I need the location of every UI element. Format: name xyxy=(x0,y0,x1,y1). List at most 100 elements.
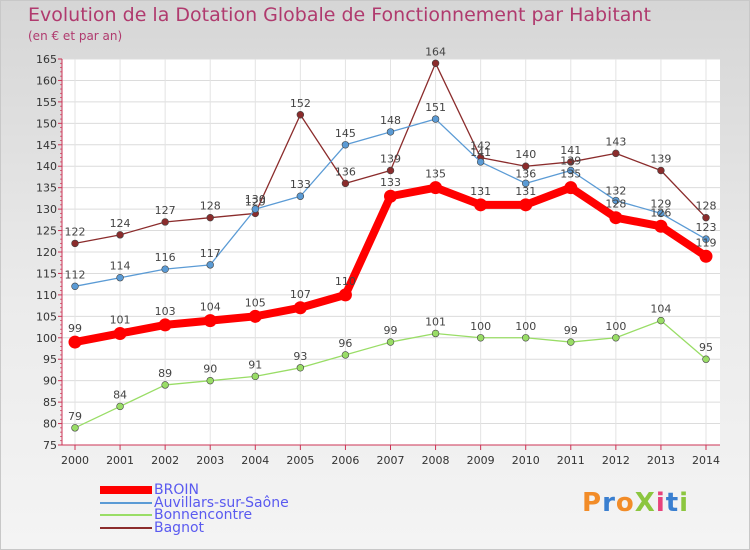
data-point xyxy=(612,334,620,342)
y-tick-label: 125 xyxy=(36,225,57,238)
y-tick-label: 150 xyxy=(36,117,57,130)
data-point xyxy=(612,149,620,158)
y-tick-label: 135 xyxy=(36,182,57,195)
data-point xyxy=(567,158,575,166)
x-tick-label: 2000 xyxy=(61,454,89,467)
data-label: 132 xyxy=(605,185,626,198)
data-label: 79 xyxy=(68,410,82,423)
data-label: 116 xyxy=(155,251,176,264)
x-tick-label: 2004 xyxy=(241,454,269,467)
data-point xyxy=(206,213,214,222)
data-label: 100 xyxy=(605,320,626,333)
data-point xyxy=(522,162,530,170)
data-point xyxy=(68,335,82,349)
data-point xyxy=(609,211,623,225)
data-point xyxy=(612,196,620,205)
data-point xyxy=(702,213,710,222)
data-point xyxy=(116,274,124,282)
data-label: 95 xyxy=(699,341,713,354)
x-tick-label: 2011 xyxy=(557,454,585,467)
data-label: 107 xyxy=(290,288,311,301)
data-label: 164 xyxy=(425,45,446,58)
y-tick-label: 90 xyxy=(43,375,57,388)
data-point xyxy=(386,338,395,346)
data-point xyxy=(567,338,575,346)
y-tick-label: 80 xyxy=(43,418,57,431)
data-label: 101 xyxy=(425,315,446,328)
data-label: 126 xyxy=(650,206,671,219)
data-point xyxy=(158,318,172,332)
y-tick-label: 165 xyxy=(36,53,57,66)
legend-swatch xyxy=(100,527,152,530)
data-label: 151 xyxy=(425,101,446,114)
data-point xyxy=(657,166,665,175)
data-point xyxy=(296,364,305,372)
x-tick-label: 2009 xyxy=(467,454,495,467)
chart-subtitle: (en € et par an) xyxy=(28,29,123,43)
data-label: 139 xyxy=(650,153,671,166)
data-point xyxy=(522,334,530,342)
data-point xyxy=(113,326,127,340)
x-tick-label: 2014 xyxy=(692,454,720,467)
data-label: 122 xyxy=(65,225,86,238)
data-label: 103 xyxy=(155,305,176,318)
y-tick-label: 95 xyxy=(43,353,57,366)
data-point xyxy=(116,402,124,411)
data-point xyxy=(161,265,169,273)
data-point xyxy=(251,372,259,381)
data-label: 142 xyxy=(470,140,491,153)
data-label: 127 xyxy=(155,204,176,217)
data-label: 119 xyxy=(696,236,717,249)
y-tick-label: 105 xyxy=(36,310,57,323)
data-label: 114 xyxy=(110,260,131,273)
data-label: 139 xyxy=(380,153,401,166)
data-label: 99 xyxy=(564,324,578,337)
y-tick-label: 110 xyxy=(36,289,57,302)
data-point xyxy=(699,249,713,263)
data-point xyxy=(248,309,262,323)
x-tick-label: 2003 xyxy=(196,454,224,467)
y-tick-label: 155 xyxy=(36,96,57,109)
legend-label: Auvillars-sur-Saône xyxy=(154,494,289,511)
chart-title: Evolution de la Dotation Globale de Fonc… xyxy=(28,4,651,26)
legend-label: BROIN xyxy=(154,482,199,498)
data-point xyxy=(702,235,710,243)
y-tick-label: 100 xyxy=(36,332,57,345)
x-tick-label: 2002 xyxy=(151,454,179,467)
data-label: 100 xyxy=(470,320,491,333)
data-point xyxy=(476,158,485,166)
data-point xyxy=(341,141,350,149)
legend-swatch xyxy=(100,501,152,504)
y-tick-label: 115 xyxy=(36,267,57,280)
data-point xyxy=(564,181,578,195)
x-tick-label: 2005 xyxy=(286,454,314,467)
data-label: 128 xyxy=(605,198,626,211)
data-label: 93 xyxy=(293,350,307,363)
data-point xyxy=(567,166,575,175)
data-label: 117 xyxy=(200,247,221,260)
data-label: 128 xyxy=(696,200,717,213)
data-point xyxy=(161,218,169,226)
data-point xyxy=(116,231,124,239)
y-tick-label: 75 xyxy=(43,439,57,452)
data-label: 140 xyxy=(515,148,536,161)
data-label: 133 xyxy=(290,178,311,191)
data-point xyxy=(341,179,350,188)
data-point xyxy=(293,301,307,315)
data-label: 100 xyxy=(515,320,536,333)
legend-swatch xyxy=(100,486,152,495)
data-label: 129 xyxy=(650,197,671,210)
data-point xyxy=(71,239,79,248)
data-label: 141 xyxy=(470,146,491,159)
data-label: 136 xyxy=(335,165,356,178)
data-point xyxy=(71,424,79,432)
data-point xyxy=(522,179,530,188)
data-point xyxy=(519,198,533,212)
data-point xyxy=(386,128,395,136)
data-label: 131 xyxy=(515,185,536,198)
proxiti-logo: ProXiti xyxy=(582,488,690,518)
y-tick-label: 140 xyxy=(36,160,57,173)
data-point xyxy=(296,111,305,119)
data-label: 124 xyxy=(110,217,131,230)
legend-label: Bagnot xyxy=(154,519,204,536)
